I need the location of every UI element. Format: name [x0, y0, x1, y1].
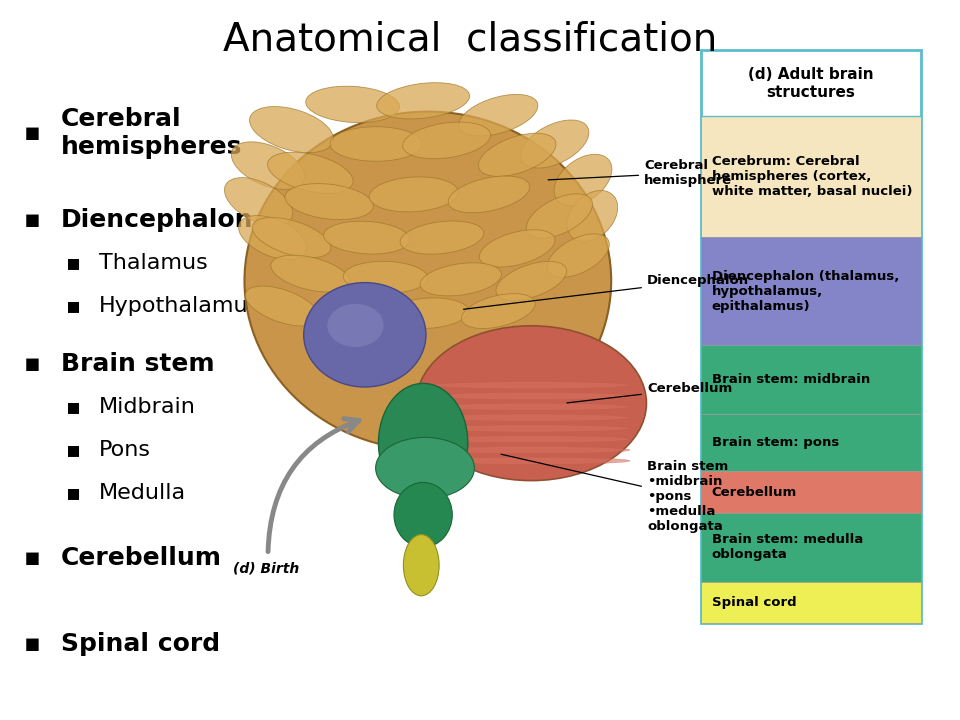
Ellipse shape	[526, 194, 592, 238]
FancyBboxPatch shape	[701, 472, 922, 513]
Ellipse shape	[376, 83, 469, 119]
Text: Midbrain: Midbrain	[99, 397, 196, 417]
Ellipse shape	[394, 482, 452, 547]
Ellipse shape	[225, 178, 293, 225]
Ellipse shape	[268, 152, 353, 194]
Ellipse shape	[459, 94, 538, 136]
Ellipse shape	[231, 142, 304, 189]
Ellipse shape	[387, 298, 468, 328]
Ellipse shape	[324, 221, 410, 254]
FancyBboxPatch shape	[701, 413, 922, 472]
Text: ▪: ▪	[66, 483, 81, 503]
Text: Cerebral
hemispheres: Cerebral hemispheres	[61, 107, 243, 159]
Ellipse shape	[344, 261, 428, 293]
Ellipse shape	[433, 457, 630, 464]
Ellipse shape	[433, 446, 630, 454]
FancyBboxPatch shape	[701, 582, 922, 623]
Ellipse shape	[327, 304, 384, 347]
FancyBboxPatch shape	[701, 50, 922, 623]
Text: (d) Adult brain
structures: (d) Adult brain structures	[748, 67, 874, 99]
Ellipse shape	[416, 326, 646, 481]
Ellipse shape	[403, 534, 439, 596]
Text: Medulla: Medulla	[99, 483, 186, 503]
Text: ▪: ▪	[66, 397, 81, 417]
Ellipse shape	[567, 191, 617, 241]
Text: Spinal cord: Spinal cord	[711, 595, 797, 608]
Ellipse shape	[245, 112, 612, 450]
Ellipse shape	[433, 414, 630, 421]
Ellipse shape	[402, 122, 491, 158]
Text: Brain stem: medulla
oblongata: Brain stem: medulla oblongata	[711, 533, 863, 561]
FancyBboxPatch shape	[701, 238, 922, 345]
Text: Diencephalon (thalamus,
hypothalamus,
epithalamus): Diencephalon (thalamus, hypothalamus, ep…	[711, 269, 900, 312]
FancyBboxPatch shape	[701, 513, 922, 582]
Text: Brain stem: Brain stem	[61, 351, 215, 376]
Ellipse shape	[433, 403, 630, 410]
Ellipse shape	[252, 217, 331, 258]
Ellipse shape	[420, 263, 501, 296]
FancyBboxPatch shape	[701, 116, 922, 238]
Text: Cerebellum: Cerebellum	[61, 546, 222, 570]
Ellipse shape	[433, 425, 630, 432]
Text: Thalamus: Thalamus	[99, 253, 207, 273]
Text: Brain stem: pons: Brain stem: pons	[711, 436, 839, 449]
Text: Diencephalon: Diencephalon	[61, 207, 253, 232]
Text: ▪: ▪	[23, 632, 40, 657]
Text: (d) Birth: (d) Birth	[233, 562, 300, 576]
FancyBboxPatch shape	[701, 345, 922, 413]
Text: ▪: ▪	[66, 253, 81, 273]
Text: ▪: ▪	[23, 207, 40, 232]
Text: Cerebellum: Cerebellum	[567, 382, 732, 403]
Ellipse shape	[462, 294, 536, 328]
Ellipse shape	[305, 86, 399, 122]
Text: Brain stem
•midbrain
•pons
•medulla
oblongata: Brain stem •midbrain •pons •medulla oblo…	[501, 454, 729, 534]
Text: ▪: ▪	[23, 351, 40, 376]
Ellipse shape	[330, 127, 422, 161]
Ellipse shape	[448, 176, 530, 213]
Ellipse shape	[271, 255, 349, 292]
Ellipse shape	[478, 133, 556, 176]
Text: Brain stem: midbrain: Brain stem: midbrain	[711, 373, 870, 386]
Ellipse shape	[547, 234, 610, 277]
Ellipse shape	[238, 215, 307, 260]
Ellipse shape	[303, 282, 426, 387]
Ellipse shape	[314, 295, 396, 327]
Text: ▪: ▪	[23, 121, 40, 145]
Ellipse shape	[285, 184, 373, 220]
Ellipse shape	[496, 261, 566, 300]
Text: Cerebrum: Cerebral
hemispheres (cortex,
white matter, basal nuclei): Cerebrum: Cerebral hemispheres (cortex, …	[711, 156, 912, 198]
Text: Anatomical  classification: Anatomical classification	[223, 21, 717, 58]
Ellipse shape	[245, 286, 319, 326]
Ellipse shape	[400, 221, 484, 254]
Ellipse shape	[378, 383, 468, 503]
Ellipse shape	[375, 438, 474, 499]
Text: ▪: ▪	[66, 296, 81, 316]
Ellipse shape	[520, 120, 588, 168]
Text: ▪: ▪	[23, 546, 40, 570]
Ellipse shape	[433, 382, 630, 389]
Ellipse shape	[370, 177, 458, 212]
Ellipse shape	[433, 436, 630, 443]
Ellipse shape	[250, 107, 333, 153]
Text: Spinal cord: Spinal cord	[61, 632, 220, 657]
Text: Pons: Pons	[99, 440, 151, 460]
Text: Cerebral
hemisphere: Cerebral hemisphere	[548, 159, 732, 186]
Ellipse shape	[479, 230, 555, 267]
Text: ▪: ▪	[66, 440, 81, 460]
Text: Cerebellum: Cerebellum	[711, 485, 797, 498]
Text: Hypothalamus: Hypothalamus	[99, 296, 260, 316]
Text: Diencephalon: Diencephalon	[464, 274, 749, 310]
Ellipse shape	[554, 154, 612, 206]
Ellipse shape	[433, 392, 630, 400]
